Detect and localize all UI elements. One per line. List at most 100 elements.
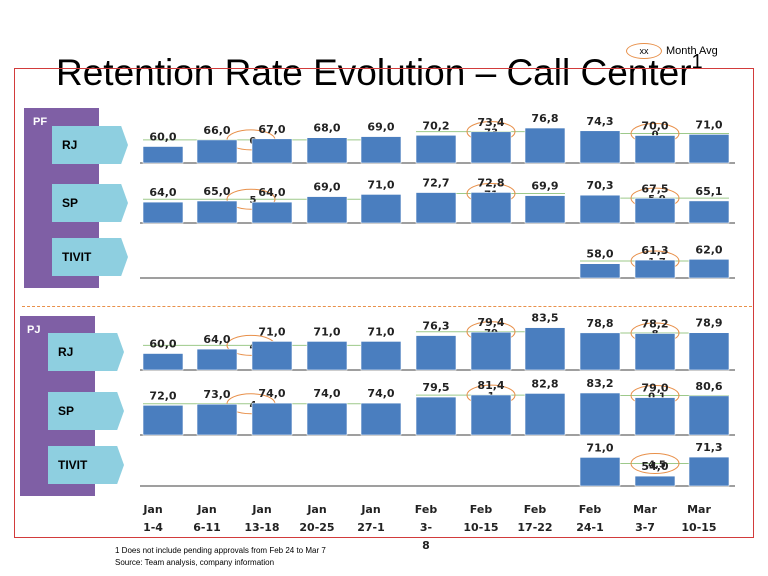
value-label-pj-sp: 82,8 [531,377,558,390]
value-label-pf-rj: 66,0 [203,124,230,137]
bar-pj-rj [142,353,184,371]
x-tick-label: 6-11 [193,521,221,534]
bar-pf-sp [142,201,184,224]
x-tick-label: Feb [579,503,602,516]
month-avg-label-pj-sp: 0,1 [648,391,666,402]
value-label-pj-rj: 60,0 [149,338,176,351]
value-label-pj-rj: 83,5 [531,312,558,325]
value-label-pj-rj: 76,3 [422,320,449,333]
x-tick-label: Feb [415,503,438,516]
value-label-pj-rj: 78,2 [641,317,668,330]
chart-frame [14,68,754,538]
value-label-pf-rj: 67,0 [258,123,285,136]
bar-pj-rj [251,341,293,371]
x-tick-label: 8 [422,539,430,552]
bar-pj-sp [579,392,621,436]
x-tick-label: 27-1 [357,521,385,534]
value-label-pj-rj: 71,0 [258,325,285,338]
group-pj-label: PJ [27,324,41,336]
x-tick-label: Mar [687,503,711,516]
bar-pf-rj [415,134,457,164]
value-label-pf-rj: 70,0 [641,120,668,133]
value-label-pf-rj: 73,4 [477,116,504,129]
bar-pj-sp [634,397,676,436]
bar-pf-rj [251,138,293,164]
footnote: 1 Does not include pending approvals fro… [115,546,326,555]
x-tick-label: 1-4 [143,521,163,534]
month-avg-legend: xx Month Avg [626,43,718,59]
month-avg-label-pj-tivit: 4,5 [648,460,666,471]
bar-pj-rj [579,332,621,371]
group-pf-label: PF [33,116,48,128]
value-label-pj-sp: 79,0 [641,382,668,395]
x-tick-label: Jan [360,503,380,516]
value-label-pf-tivit: 61,3 [641,244,668,257]
value-label-pj-rj: 64,0 [203,333,230,346]
bar-pf-tivit [579,263,621,279]
value-label-pf-rj: 71,0 [695,118,722,131]
x-tick-label: Feb [524,503,547,516]
x-tick-label: Jan [306,503,326,516]
value-label-pj-tivit: 71,0 [586,441,613,454]
value-label-pj-sp: 72,0 [149,389,176,402]
month-avg-legend-oval: xx [626,43,662,59]
value-label-pf-tivit: 62,0 [695,243,722,256]
bar-pf-sp [251,201,293,224]
value-label-pf-sp: 72,7 [422,177,449,190]
bar-pj-sp [524,393,566,436]
bar-pf-tivit [688,258,730,279]
bar-pf-sp [524,195,566,224]
x-tick-label: Mar [633,503,657,516]
value-label-pj-rj: 71,0 [367,325,394,338]
bar-pf-rj [634,135,676,164]
x-tick-label: 13-18 [244,521,279,534]
x-tick-label: Jan [142,503,162,516]
bar-pf-rj [688,134,730,164]
value-label-pj-sp: 74,0 [313,387,340,400]
value-label-pf-rj: 74,3 [586,115,613,128]
value-label-pj-rj: 71,0 [313,325,340,338]
value-label-pj-sp: 74,0 [258,387,285,400]
bar-pj-sp [306,402,348,436]
bar-pj-sp [251,402,293,436]
value-label-pj-sp: 81,4 [477,379,504,392]
bar-pj-rj [360,341,402,371]
bar-pj-rj [470,331,512,371]
x-tick-label: 24-1 [576,521,604,534]
bar-pf-sp [360,194,402,224]
bar-pf-sp [688,200,730,224]
month-avg-oval-pj-tivit [630,453,680,475]
bar-pf-sp [196,200,238,224]
value-label-pj-rj: 79,4 [477,316,504,329]
bar-pj-rj [524,327,566,371]
x-tick-label: Feb [470,503,493,516]
bar-pj-sp [415,396,457,436]
bar-pj-rj [634,333,676,371]
bar-pf-sp [634,197,676,224]
bar-pf-rj [579,130,621,164]
value-label-pf-rj: 70,2 [422,119,449,132]
bar-pj-rj [306,341,348,371]
group-divider [22,306,752,307]
bar-pf-sp [470,192,512,224]
x-tick-label: 10-15 [681,521,716,534]
value-label-pf-sp: 64,0 [149,186,176,199]
title-footnote-marker: 1 [691,50,703,73]
value-label-pf-sp: 65,1 [695,185,722,198]
segment-pf-sp: SP [52,184,128,222]
value-label-pf-sp: 69,9 [531,180,558,193]
value-label-pj-sp: 79,5 [422,381,449,394]
value-label-pf-rj: 68,0 [313,122,340,135]
bar-pf-sp [306,196,348,224]
value-label-pj-sp: 80,6 [695,380,722,393]
bar-pj-sp [142,404,184,436]
bar-pj-sp [360,402,402,436]
segment-pf-rj: RJ [52,126,128,164]
value-label-pf-tivit: 58,0 [586,248,613,261]
bar-pf-sp [415,192,457,224]
segment-pj-sp: SP [48,392,124,430]
value-label-pf-sp: 72,8 [477,176,504,189]
bar-pf-rj [306,137,348,164]
bar-pf-rj [360,136,402,164]
